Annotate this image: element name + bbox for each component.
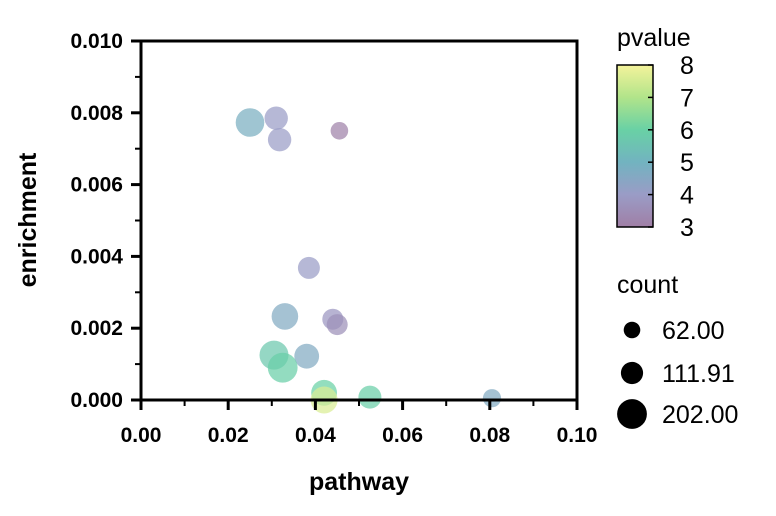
count-legend-marker [623, 321, 641, 339]
data-point-15 [482, 389, 502, 408]
count-legend-label: 202.00 [662, 401, 738, 429]
data-point-4 [330, 122, 349, 140]
colorbar-tick-label: 5 [680, 149, 694, 177]
pvalue-legend-title: pvalue [617, 24, 691, 52]
data-point-3 [267, 128, 292, 152]
count-legend-label: 111.91 [662, 360, 735, 388]
y-axis-title: enrichment [14, 152, 42, 287]
pvalue-colorbar [616, 64, 654, 228]
data-point-8 [326, 314, 348, 336]
y-tick-label: 0.004 [70, 245, 123, 268]
x-axis-title: pathway [309, 468, 409, 496]
count-legend: count 62.00 111.91 202.00 [617, 271, 738, 429]
x-tick-label: 0.00 [121, 424, 162, 447]
y-tick-label: 0.008 [70, 102, 123, 125]
x-tick-label: 0.06 [382, 424, 423, 447]
x-tick-label: 0.08 [469, 424, 510, 447]
x-tick-label: 0.04 [295, 424, 336, 447]
count-legend-label: 62.00 [662, 317, 725, 345]
x-tick-label: 0.02 [208, 424, 249, 447]
count-legend-title: count [617, 271, 678, 299]
y-axis-ticks: 0.000 0.002 0.004 0.006 0.008 0.010 [70, 30, 141, 412]
colorbar-tick-label: 7 [680, 84, 694, 112]
data-point-1 [235, 108, 265, 137]
pvalue-colorbar-ticks: 3 4 5 6 7 8 [648, 52, 694, 242]
plot-frame [139, 39, 579, 402]
x-axis-ticks: 0.00 0.02 0.04 0.06 0.08 0.10 [121, 400, 598, 447]
data-point-11 [267, 352, 298, 383]
data-point-6 [271, 303, 299, 330]
pvalue-legend: pvalue 3 4 5 6 7 8 [616, 24, 694, 242]
colorbar-tick-label: 6 [680, 117, 694, 145]
count-legend-marker [620, 361, 644, 385]
data-points [235, 106, 502, 414]
colorbar-tick-label: 3 [680, 214, 694, 242]
y-tick-label: 0.010 [70, 30, 123, 53]
data-point-2 [264, 106, 288, 130]
data-point-10 [294, 343, 320, 369]
data-point-5 [297, 256, 320, 279]
x-tick-label: 0.10 [557, 424, 598, 447]
count-legend-marker [617, 399, 647, 429]
y-tick-label: 0.006 [70, 174, 123, 197]
y-tick-label: 0.002 [70, 317, 123, 340]
colorbar-tick-label: 4 [680, 182, 694, 210]
data-point-13 [358, 385, 382, 409]
count-legend-entries: 62.00 111.91 202.00 [617, 317, 738, 429]
y-tick-label: 0.000 [70, 389, 123, 412]
colorbar-tick-label: 8 [680, 52, 694, 80]
